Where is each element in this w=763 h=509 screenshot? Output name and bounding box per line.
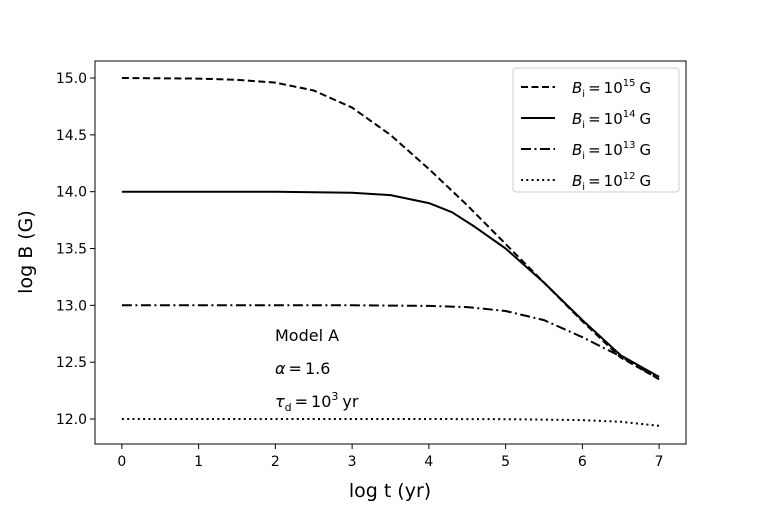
y-tick-label: 14.0 xyxy=(56,185,87,201)
legend-base: 10 xyxy=(604,110,623,128)
legend-eq: = xyxy=(588,172,601,190)
series-lines xyxy=(121,77,660,427)
series-line-4 xyxy=(121,418,660,427)
legend-exp: 12 xyxy=(623,171,636,182)
tau-equals: = xyxy=(295,392,308,411)
x-tick-label: 1 xyxy=(194,454,203,470)
alpha-equals: = xyxy=(289,359,302,378)
axis-ticks: 0 1 2 3 4 5 6 712.012.513.013.514.014.515.0 xyxy=(56,71,664,470)
y-axis-label: log B (G) xyxy=(15,210,37,294)
legend-label-4: Bi = 1012 G xyxy=(572,171,651,193)
legend-sym: B xyxy=(572,79,582,97)
y-tick-label: 15.0 xyxy=(56,71,87,87)
tau-subscript: d xyxy=(285,401,292,414)
legend-sym: B xyxy=(572,172,582,190)
tau-unit: yr xyxy=(342,392,358,411)
legend-sub: i xyxy=(582,151,585,162)
plot-frame xyxy=(94,60,687,445)
series-line-2 xyxy=(121,190,660,378)
legend-sub: i xyxy=(582,89,585,100)
legend-base: 10 xyxy=(604,141,623,159)
legend-unit: G xyxy=(639,79,651,97)
legend-sub: i xyxy=(582,120,585,131)
x-tick-label: 0 xyxy=(117,454,126,470)
legend-box xyxy=(512,67,680,193)
legend-sub: i xyxy=(582,182,585,193)
x-tick-label: 6 xyxy=(578,454,587,470)
legend-label-3: Bi = 1013 G xyxy=(572,140,651,162)
tau-exponent: 3 xyxy=(331,390,338,403)
legend-sym: B xyxy=(572,110,582,128)
legend-label-1: Bi = 1015 G xyxy=(572,78,651,100)
x-tick-label: 7 xyxy=(655,454,664,470)
y-tick-label: 14.5 xyxy=(56,128,87,144)
legend-base: 10 xyxy=(604,79,623,97)
x-tick-label: 2 xyxy=(271,454,280,470)
tau-base: 10 xyxy=(311,392,331,411)
y-tick-label: 13.0 xyxy=(56,298,87,314)
tau-symbol: τ xyxy=(275,392,285,411)
legend-unit: G xyxy=(639,172,651,190)
legend-unit: G xyxy=(639,110,651,128)
x-tick-label: 4 xyxy=(424,454,433,470)
legend-unit: G xyxy=(639,141,651,159)
legend-eq: = xyxy=(588,79,601,97)
annotation-tau: τd = 103 yr xyxy=(275,390,359,414)
y-tick-label: 13.5 xyxy=(56,242,87,258)
legend-eq: = xyxy=(588,141,601,159)
legend-exp: 13 xyxy=(623,140,636,151)
legend-sym: B xyxy=(572,141,582,159)
legend-exp: 14 xyxy=(623,109,636,120)
series-line-3 xyxy=(121,304,660,381)
legend-label-2: Bi = 1014 G xyxy=(572,109,651,131)
model-annotation: Model A α = 1.6 τd = 103 yr xyxy=(275,326,359,414)
legend: Bi = 1015 GBi = 1014 GBi = 1013 GBi = 1012 G xyxy=(512,67,680,193)
annotation-alpha: α = 1.6 xyxy=(275,359,330,378)
alpha-value: 1.6 xyxy=(305,359,330,378)
annotation-model: Model A xyxy=(275,326,339,345)
legend-base: 10 xyxy=(604,172,623,190)
x-axis-label: log t (yr) xyxy=(349,480,431,502)
y-tick-label: 12.0 xyxy=(56,412,87,428)
alpha-symbol: α xyxy=(275,359,286,378)
x-tick-label: 3 xyxy=(348,454,357,470)
legend-exp: 15 xyxy=(623,78,636,89)
legend-eq: = xyxy=(588,110,601,128)
x-tick-label: 5 xyxy=(501,454,510,470)
y-tick-label: 12.5 xyxy=(56,355,87,371)
